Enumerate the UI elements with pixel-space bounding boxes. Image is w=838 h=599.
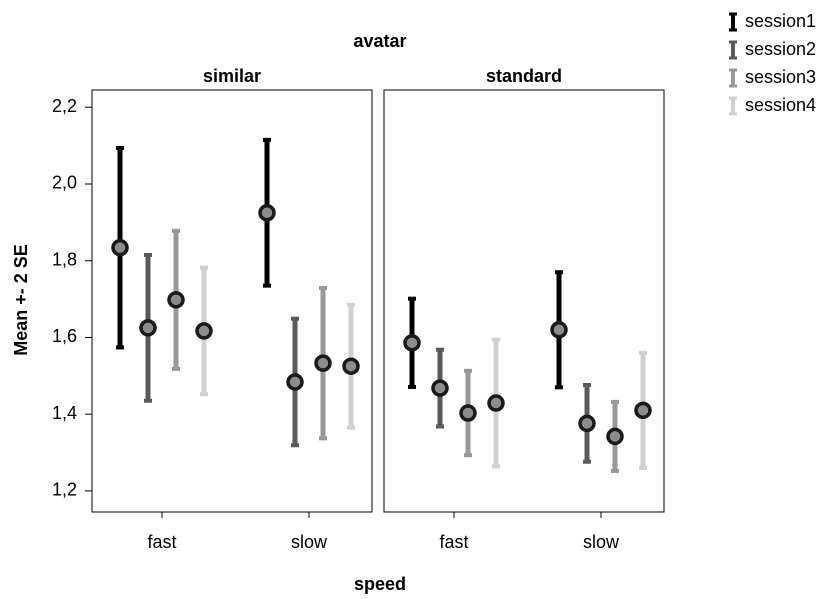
y-tick-label: 1,4 — [52, 403, 77, 423]
legend-label: session2 — [745, 39, 816, 59]
mean-point — [578, 414, 596, 433]
panel-frame — [383, 89, 665, 513]
mean-point — [167, 291, 185, 309]
y-tick-label: 1,8 — [52, 249, 77, 269]
x-tick-label: fast — [147, 532, 176, 552]
mean-point — [403, 334, 421, 352]
mean-point — [431, 379, 449, 397]
mean-point — [314, 354, 332, 372]
x-tick-label: slow — [583, 532, 620, 552]
mean-point — [139, 319, 157, 337]
y-axis-label: Mean +- 2 SE — [11, 244, 31, 356]
mean-point — [487, 394, 505, 412]
y-tick-label: 1,2 — [52, 480, 77, 500]
x-tick-label: slow — [291, 532, 328, 552]
mean-point — [286, 373, 304, 391]
mean-point — [195, 322, 213, 340]
mean-point — [342, 357, 360, 375]
mean-point — [111, 238, 129, 257]
mean-point — [606, 427, 624, 446]
mean-point — [459, 404, 477, 422]
y-tick-label: 1,6 — [52, 326, 77, 346]
mean-point — [258, 204, 276, 222]
panel-title: standard — [486, 66, 562, 86]
panel-title: similar — [203, 66, 261, 86]
legend-label: session4 — [745, 95, 816, 115]
mean-point — [634, 401, 652, 420]
x-tick-label: fast — [439, 532, 468, 552]
mean-point — [550, 321, 568, 339]
y-tick-label: 2,0 — [52, 173, 77, 193]
chart-title: avatar — [353, 31, 406, 51]
x-axis-label: speed — [354, 574, 406, 594]
y-tick-label: 2,2 — [52, 96, 77, 116]
panel-frame — [91, 89, 373, 513]
legend-label: session1 — [745, 11, 816, 31]
legend-label: session3 — [745, 67, 816, 87]
